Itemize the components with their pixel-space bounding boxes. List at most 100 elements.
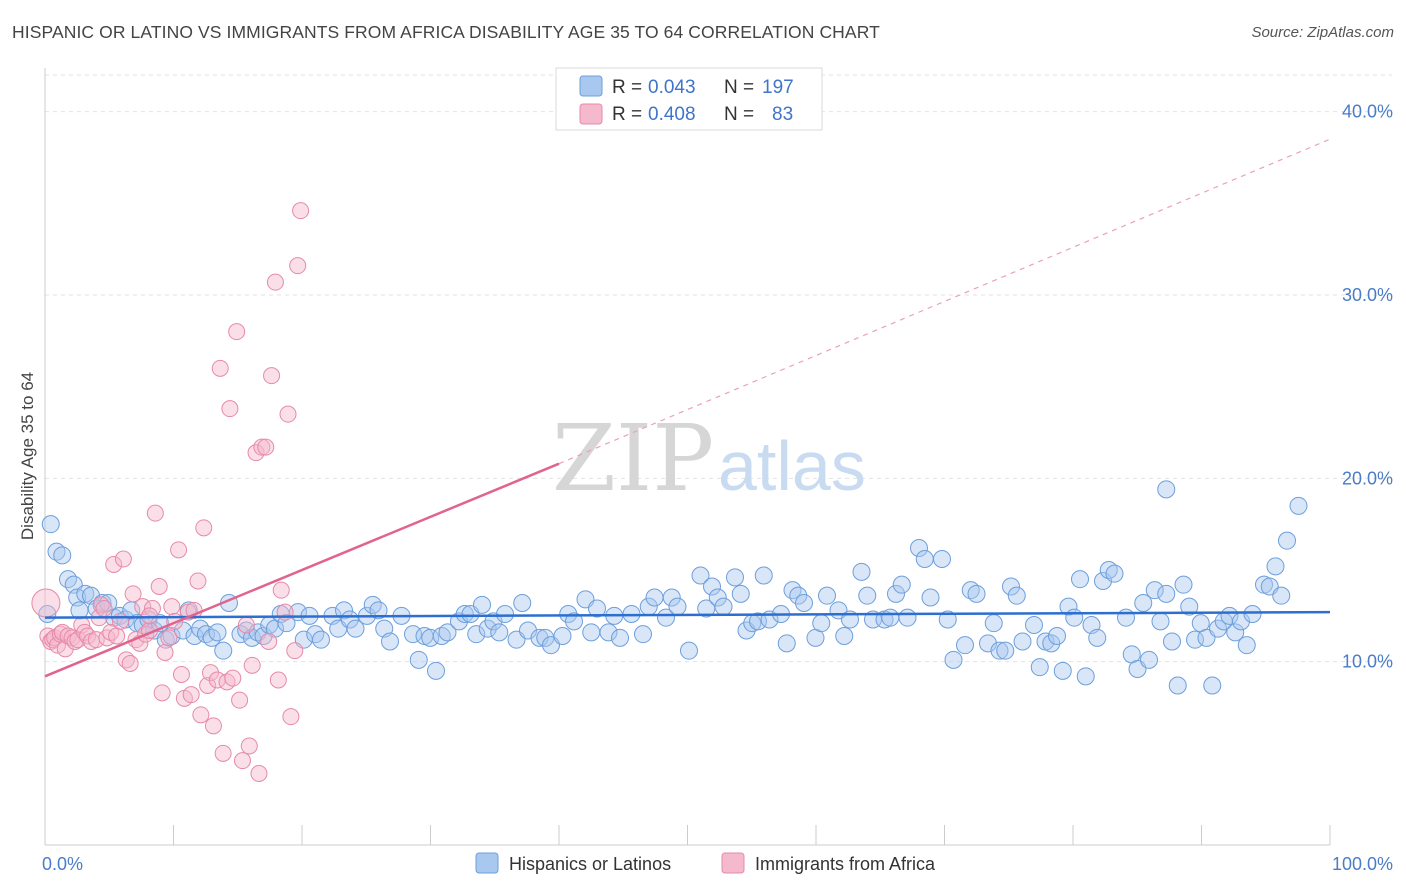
point-africa-41: [163, 598, 181, 616]
point-africa-53: [202, 664, 220, 682]
point-hispanics-106: [754, 566, 773, 585]
point-hispanics-111: [789, 586, 808, 605]
point-hispanics-114: [812, 614, 831, 633]
point-hispanics-68: [473, 595, 491, 614]
point-hispanics-141: [1007, 586, 1026, 605]
y-tick-label-3: 40.0%: [1342, 102, 1393, 122]
point-hispanics-102: [731, 584, 750, 603]
point-hispanics-50: [346, 619, 365, 638]
point-hispanics-146: [1042, 634, 1061, 653]
point-africa-57: [214, 744, 232, 762]
point-africa-80: [289, 257, 307, 275]
point-africa-79: [286, 642, 304, 660]
point-hispanics-129: [921, 588, 940, 607]
point-hispanics-79: [553, 627, 572, 645]
point-hispanics-177: [1226, 623, 1245, 642]
legend-r-value-2: 0.408: [648, 104, 696, 125]
point-hispanics-155: [1094, 572, 1112, 590]
point-hispanics-136: [979, 634, 997, 653]
trend-lines: [44, 138, 1331, 678]
point-africa-39: [156, 644, 174, 661]
point-hispanics-30: [214, 641, 233, 660]
chart-title: HISPANIC OR LATINO VS IMMIGRANTS FROM AF…: [12, 22, 880, 42]
point-hispanics-117: [835, 627, 854, 645]
point-africa-60: [224, 669, 242, 687]
point-hispanics-44: [306, 625, 325, 644]
point-hispanics-91: [645, 588, 664, 607]
point-hispanics-98: [703, 577, 721, 596]
point-hispanics-34: [243, 628, 261, 647]
point-hispanics-165: [1157, 584, 1176, 603]
point-africa-69: [253, 438, 271, 456]
point-hispanics-154: [1088, 628, 1107, 647]
point-africa-56: [211, 359, 229, 377]
point-africa-61: [228, 323, 246, 341]
point-africa-43: [170, 541, 188, 559]
point-hispanics-184: [1272, 586, 1291, 605]
grid-lines: [45, 74, 1392, 663]
point-hispanics-60: [421, 628, 440, 647]
point-hispanics-119: [852, 562, 871, 581]
axes: [44, 68, 1331, 846]
point-hispanics-126: [898, 608, 917, 627]
bottom-legend-label-1: Hispanics or Latinos: [509, 854, 671, 874]
top-legend: R = 0.043 N = 197 R = 0.408 N = 83: [555, 67, 823, 131]
x-tick-labels: 0.0% 100.0%: [42, 854, 1393, 874]
point-hispanics-52: [363, 595, 382, 614]
point-africa-28: [121, 655, 139, 672]
point-africa-40: [160, 629, 178, 647]
legend-r-value-1: 0.043: [648, 77, 696, 98]
legend-swatch-blue: [579, 75, 603, 97]
point-hispanics-22: [162, 627, 181, 645]
point-hispanics-85: [599, 623, 618, 642]
point-hispanics-147: [1048, 627, 1066, 645]
point-hispanics-140: [1002, 577, 1020, 596]
point-hispanics-158: [1117, 608, 1135, 627]
point-africa-66: [243, 656, 261, 674]
point-hispanics-95: [680, 641, 698, 660]
point-hispanics-87: [611, 628, 629, 647]
legend-n-value-1: 197: [762, 77, 794, 98]
point-africa-44: [172, 666, 190, 683]
point-hispanics-101: [726, 568, 744, 587]
point-hispanics-55: [381, 632, 399, 651]
point-hispanics-29: [208, 623, 227, 642]
point-hispanics-58: [409, 650, 428, 669]
point-africa-73: [266, 273, 284, 291]
point-hispanics-173: [1203, 676, 1222, 695]
point-africa-64: [237, 616, 255, 634]
point-hispanics-109: [777, 634, 796, 653]
bottom-legend-label-2: Immigrants from Africa: [755, 854, 936, 874]
point-hispanics-148: [1053, 661, 1072, 680]
point-hispanics-167: [1168, 676, 1187, 695]
point-hispanics-105: [749, 612, 767, 631]
point-hispanics-186: [1289, 496, 1308, 515]
legend-swatch-pink: [579, 103, 603, 125]
point-africa-52: [199, 677, 217, 694]
point-hispanics-28: [202, 628, 221, 647]
point-hispanics-65: [455, 605, 474, 623]
point-hispanics-100: [714, 597, 733, 616]
y-tick-label-1: 20.0%: [1342, 468, 1393, 488]
point-africa-70: [257, 438, 275, 456]
point-hispanics-69: [478, 619, 497, 638]
legend-n-value-2: 83: [772, 104, 793, 125]
point-africa-36: [146, 504, 164, 522]
x-tick-label-1: 100.0%: [1332, 854, 1393, 874]
point-hispanics-120: [858, 586, 877, 605]
point-hispanics-40: [277, 614, 296, 633]
point-hispanics-71: [490, 623, 509, 642]
y-tick-label-0: 10.0%: [1342, 652, 1393, 672]
point-hispanics-151: [1071, 570, 1089, 589]
point-hispanics-157: [1105, 564, 1124, 583]
point-africa-62: [231, 691, 249, 709]
legend-n-label-2: N =: [724, 104, 754, 125]
point-africa-23: [105, 556, 123, 573]
point-hispanics-89: [634, 625, 652, 644]
point-africa-78: [282, 708, 300, 726]
source-label: Source: ZipAtlas.com: [1251, 24, 1394, 41]
point-africa-68: [250, 765, 268, 782]
point-hispanics-84: [588, 599, 606, 618]
point-hispanics-124: [887, 584, 905, 603]
